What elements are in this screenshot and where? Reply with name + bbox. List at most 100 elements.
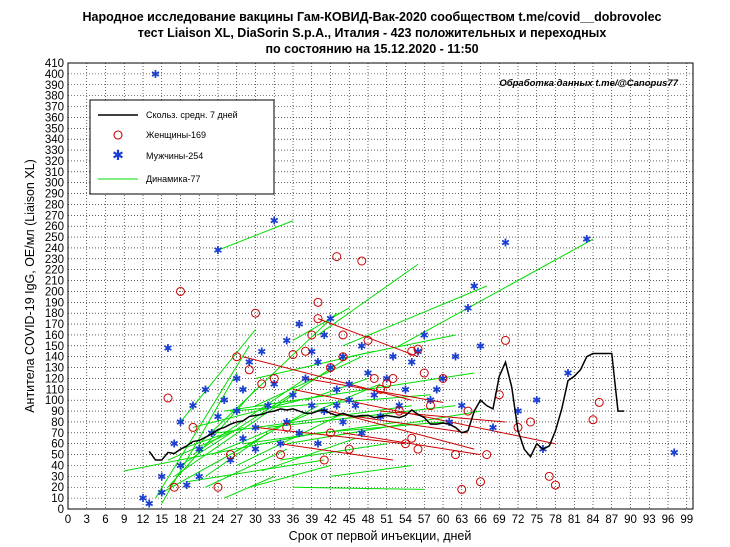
women-point bbox=[388, 373, 398, 383]
x-tick-label: 0 bbox=[65, 514, 71, 526]
men-point: ✱ bbox=[320, 405, 329, 418]
women-point bbox=[438, 373, 448, 383]
dynamics-segment bbox=[161, 372, 238, 504]
dynamics-segment bbox=[155, 345, 250, 499]
women-point bbox=[338, 352, 348, 362]
men-point: ✱ bbox=[295, 318, 304, 331]
men-point: ✱ bbox=[382, 372, 391, 385]
men-point: ✱ bbox=[295, 427, 304, 440]
y-tick-label: 20 bbox=[51, 482, 64, 494]
legend-ma-label: Скольз. средн. 7 дней bbox=[146, 110, 238, 120]
x-tick-label: 18 bbox=[174, 514, 187, 526]
dynamics-segment bbox=[217, 220, 294, 251]
women-point bbox=[332, 252, 342, 262]
x-tick-label: 75 bbox=[530, 514, 543, 526]
dynamics-segment bbox=[205, 432, 269, 477]
dynamics-segment bbox=[180, 426, 244, 450]
decline-segment bbox=[292, 388, 556, 445]
men-point: ✱ bbox=[245, 356, 254, 369]
dynamics-segment bbox=[198, 312, 338, 445]
men-point: ✱ bbox=[388, 351, 397, 364]
men-point: ✱ bbox=[145, 498, 154, 511]
men-point: ✱ bbox=[288, 389, 297, 402]
men-point: ✱ bbox=[157, 470, 166, 483]
men-point: ✱ bbox=[301, 372, 310, 385]
legend: Скольз. средн. 7 дней Женщины-169 ✱ Мужч… bbox=[89, 99, 275, 195]
x-tick-label: 48 bbox=[362, 514, 375, 526]
dynamics-segment bbox=[217, 405, 412, 434]
y-tick-label: 0 bbox=[58, 504, 64, 516]
women-point bbox=[382, 379, 392, 389]
men-point: ✱ bbox=[451, 351, 460, 364]
y-tick-label: 40 bbox=[51, 460, 64, 472]
y-tick-label: 170 bbox=[45, 319, 64, 331]
men-series: ✱✱✱✱✱✱✱✱✱✱✱✱✱✱✱✱✱✱✱✱✱✱✱✱✱✱✱✱✱✱✱✱✱✱✱✱✱✱✱✱… bbox=[138, 68, 678, 511]
y-tick-label: 130 bbox=[45, 363, 64, 375]
women-point bbox=[419, 368, 429, 378]
men-point: ✱ bbox=[357, 340, 366, 353]
women-point bbox=[376, 384, 385, 394]
men-point: ✱ bbox=[263, 400, 272, 413]
men-point: ✱ bbox=[432, 383, 441, 396]
y-tick-label: 390 bbox=[45, 80, 64, 92]
x-tick-label: 90 bbox=[624, 514, 637, 526]
decline-segment bbox=[355, 416, 469, 434]
men-point: ✱ bbox=[445, 416, 454, 429]
decline-segment bbox=[255, 426, 406, 445]
y-tick-label: 90 bbox=[51, 406, 64, 418]
x-tick-label: 30 bbox=[249, 514, 262, 526]
x-tick-label: 66 bbox=[474, 514, 487, 526]
women-point bbox=[413, 444, 423, 454]
women-series bbox=[163, 252, 604, 494]
men-point: ✱ bbox=[238, 432, 247, 445]
men-point: ✱ bbox=[420, 329, 429, 342]
women-point bbox=[407, 433, 417, 443]
men-point: ✱ bbox=[182, 479, 191, 492]
men-point: ✱ bbox=[238, 383, 247, 396]
men-point: ✱ bbox=[582, 233, 591, 246]
y-tick-label: 310 bbox=[45, 167, 64, 179]
x-tick-label: 6 bbox=[102, 514, 108, 526]
women-point bbox=[457, 484, 467, 494]
men-point: ✱ bbox=[345, 378, 354, 391]
dynamics-series bbox=[124, 220, 594, 504]
women-point bbox=[288, 350, 298, 360]
men-point: ✱ bbox=[313, 438, 322, 451]
dynamics-segment bbox=[236, 416, 337, 466]
dynamics-segment bbox=[167, 432, 231, 461]
y-tick-label: 10 bbox=[51, 493, 64, 505]
women-point bbox=[276, 450, 285, 460]
women-point bbox=[326, 363, 335, 373]
legend-men-swatch: ✱ bbox=[112, 148, 124, 164]
men-point: ✱ bbox=[195, 443, 204, 456]
decline-segment bbox=[380, 410, 506, 423]
men-point: ✱ bbox=[138, 492, 147, 505]
women-point bbox=[451, 450, 460, 460]
dynamics-segment bbox=[255, 350, 375, 379]
dynamics-segment bbox=[180, 329, 256, 423]
women-point bbox=[544, 471, 554, 481]
women-point bbox=[588, 415, 598, 425]
y-tick-label: 290 bbox=[45, 189, 64, 201]
x-tick-labels: 0 3 6 9 12 15 18 21 24 27 30 33 36 39 42 45 48 51 54 57 60 63… bbox=[65, 514, 693, 526]
women-point bbox=[551, 480, 560, 490]
women-point bbox=[282, 422, 292, 432]
y-tick-label: 370 bbox=[45, 102, 64, 114]
y-tick-label: 280 bbox=[45, 199, 64, 211]
y-tick-label: 350 bbox=[45, 123, 64, 135]
men-point: ✱ bbox=[251, 443, 260, 456]
women-point bbox=[401, 439, 410, 449]
y-tick-label: 230 bbox=[45, 254, 64, 266]
women-point bbox=[394, 406, 404, 416]
x-axis-label: Срок от первой инъекции, дней bbox=[289, 529, 472, 543]
men-point: ✱ bbox=[438, 372, 447, 385]
y-tick-label: 220 bbox=[45, 265, 64, 277]
women-point bbox=[232, 352, 242, 362]
women-point bbox=[413, 344, 423, 354]
dynamics-segment bbox=[230, 394, 431, 412]
x-tick-label: 63 bbox=[455, 514, 468, 526]
men-point: ✱ bbox=[170, 438, 179, 451]
men-point: ✱ bbox=[176, 416, 185, 429]
men-point: ✱ bbox=[513, 405, 522, 418]
legend-men-label: Мужчины-254 bbox=[146, 151, 203, 161]
